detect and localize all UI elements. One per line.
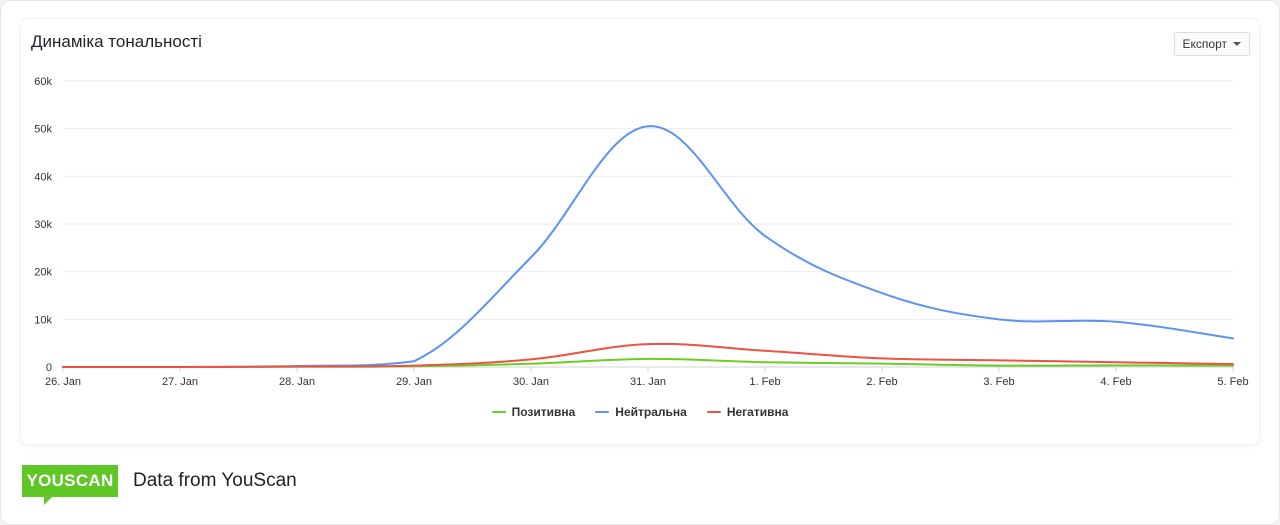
legend-label: Позитивна — [511, 405, 576, 419]
x-tick-label: 30. Jan — [513, 376, 549, 388]
series-line — [62, 342, 1234, 368]
x-tick-label: 26. Jan — [45, 376, 81, 388]
y-axis: 0 10k 20k 30k 40k 50k 60k — [34, 76, 52, 374]
y-tick-label: 20k — [34, 267, 52, 279]
x-tick-label: 4. Feb — [1100, 376, 1131, 388]
y-tick-label: 50k — [34, 124, 52, 136]
legend-item[interactable]: Позитивна — [491, 405, 576, 419]
chevron-down-icon — [1233, 42, 1241, 46]
y-tick-label: 30k — [34, 219, 52, 231]
x-tick-label: 31. Jan — [630, 376, 666, 388]
legend-label: Нейтральна — [615, 405, 687, 419]
x-tick-label: 1. Feb — [749, 376, 780, 388]
legend-swatch — [595, 411, 610, 413]
chart-legend: Позитивна Нейтральна Негативна — [21, 405, 1259, 419]
x-axis: 26. Jan 27. Jan 28. Jan 29. Jan 30. Jan 31. J… — [45, 367, 1249, 388]
y-tick-label: 0 — [46, 362, 52, 374]
series-lines — [62, 125, 1234, 368]
y-tick-label: 60k — [34, 76, 52, 88]
export-button[interactable]: Експорт — [1173, 32, 1250, 56]
youscan-logo: YOUSCAN — [22, 465, 118, 505]
legend-item[interactable]: Нейтральна — [595, 405, 687, 419]
footer-caption: Data from YouScan — [133, 470, 297, 491]
export-label: Експорт — [1182, 37, 1227, 51]
y-tick-label: 40k — [34, 171, 52, 183]
legend-swatch — [491, 411, 506, 413]
x-tick-label: 5. Feb — [1217, 376, 1248, 388]
x-tick-label: 3. Feb — [983, 376, 1014, 388]
chart-card: Динаміка тональності Експорт 0 10k 20k 30k 4… — [21, 19, 1259, 444]
x-tick-label: 27. Jan — [162, 376, 198, 388]
chart-title: Динаміка тональності — [31, 32, 202, 51]
legend-item[interactable]: Негативна — [706, 405, 789, 419]
series-line — [62, 357, 1234, 368]
y-tick-label: 10k — [34, 314, 52, 326]
sentiment-line-chart: 0 10k 20k 30k 40k 50k 60k 26. Jan 27. Jan 28. Ja… — [34, 76, 1249, 388]
x-tick-label: 29. Jan — [396, 376, 432, 388]
series-line — [62, 125, 1234, 368]
x-tick-label: 28. Jan — [279, 376, 315, 388]
chart-grid — [63, 80, 1233, 368]
footer: YOUSCAN Data from YouScan — [22, 465, 297, 505]
legend-label: Негативна — [726, 405, 789, 419]
legend-swatch — [706, 411, 721, 413]
x-tick-label: 2. Feb — [866, 376, 897, 388]
